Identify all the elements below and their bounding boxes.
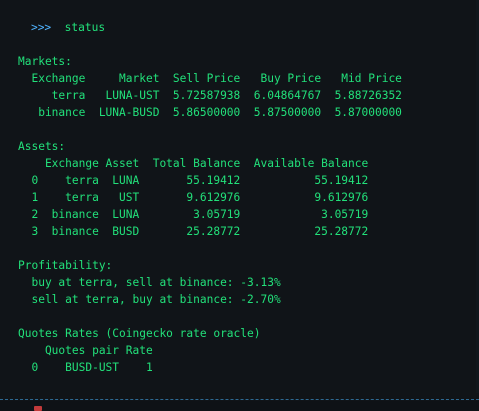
markets-table-header: Exchange Market Sell Price Buy Price Mid…	[18, 72, 402, 85]
quotes-row: 0 BUSD-UST 1	[18, 361, 153, 374]
command-text: status	[64, 21, 106, 34]
cursor-indicator	[34, 406, 42, 411]
input-area[interactable]	[0, 401, 479, 411]
prompt-symbol: >>>	[30, 21, 52, 34]
markets-row: binance LUNA-BUSD 5.86500000 5.87500000 …	[18, 106, 402, 119]
output-scrollbar[interactable]	[476, 0, 479, 393]
assets-heading: Assets:	[18, 140, 66, 153]
assets-table-header: Exchange Asset Total Balance Available B…	[18, 157, 369, 170]
assets-row: 3 binance BUSD 25.28772 25.28772	[18, 225, 369, 238]
profitability-line: buy at terra, sell at binance: -3.13%	[18, 276, 281, 289]
command-line: >>> status	[4, 2, 105, 34]
input-divider	[0, 399, 479, 400]
quotes-table-header: Quotes pair Rate	[18, 344, 153, 357]
assets-row: 0 terra LUNA 55.19412 55.19412	[18, 174, 369, 187]
quotes-heading: Quotes Rates (Coingecko rate oracle)	[18, 327, 261, 340]
assets-row: 1 terra UST 9.612976 9.612976	[18, 191, 369, 204]
profitability-heading: Profitability:	[18, 259, 113, 272]
assets-row: 2 binance LUNA 3.05719 3.05719	[18, 208, 369, 221]
profitability-line: sell at terra, buy at binance: -2.70%	[18, 293, 281, 306]
markets-heading: Markets:	[18, 55, 72, 68]
markets-row: terra LUNA-UST 5.72587938 6.04864767 5.8…	[18, 89, 402, 102]
